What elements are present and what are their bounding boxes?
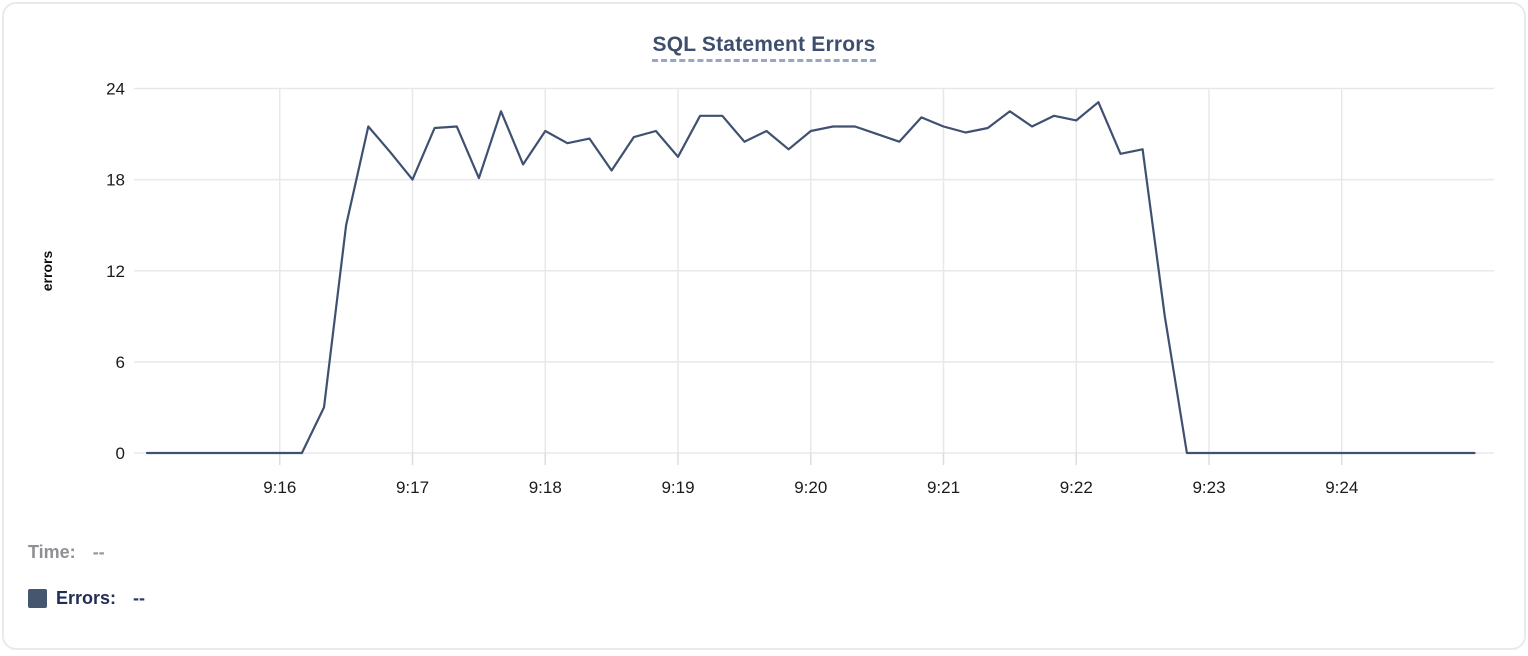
chart-title[interactable]: SQL Statement Errors bbox=[652, 33, 876, 62]
x-tick-label: 9:18 bbox=[529, 478, 562, 497]
y-tick-label: 18 bbox=[106, 171, 125, 190]
errors-series-line bbox=[145, 101, 1476, 455]
tooltip-errors-value: -- bbox=[133, 588, 146, 608]
chart-title-wrap: SQL Statement Errors bbox=[4, 33, 1524, 62]
y-axis-title: errors bbox=[39, 251, 55, 292]
y-tick-label: 6 bbox=[116, 353, 125, 372]
tooltip-time-label: Time: bbox=[28, 542, 76, 562]
x-tick-label: 9:20 bbox=[794, 478, 827, 497]
x-tick-label: 9:17 bbox=[396, 478, 429, 497]
y-tick-label: 24 bbox=[106, 80, 125, 99]
x-tick-label: 9:23 bbox=[1192, 478, 1225, 497]
x-tick-label: 9:19 bbox=[661, 478, 694, 497]
errors-line-chart[interactable]: 0 6 12 18 24 9:16 9:17 9:18 9:19 9:20 9:21 9:22 9:23… bbox=[4, 4, 1528, 656]
y-tick-label: 0 bbox=[116, 444, 125, 463]
errors-series-swatch-icon bbox=[28, 589, 47, 608]
tooltip-time-row: Time: -- bbox=[28, 542, 105, 563]
tooltip-errors-label: Errors: bbox=[56, 588, 117, 608]
tooltip-time-value: -- bbox=[92, 542, 105, 562]
x-tick-label: 9:21 bbox=[927, 478, 960, 497]
x-tick-label: 9:24 bbox=[1325, 478, 1358, 497]
y-tick-label: 12 bbox=[106, 262, 125, 281]
x-tick-label: 9:22 bbox=[1060, 478, 1093, 497]
tooltip-errors-row: Errors: -- bbox=[28, 588, 145, 609]
x-tick-label: 9:16 bbox=[263, 478, 296, 497]
